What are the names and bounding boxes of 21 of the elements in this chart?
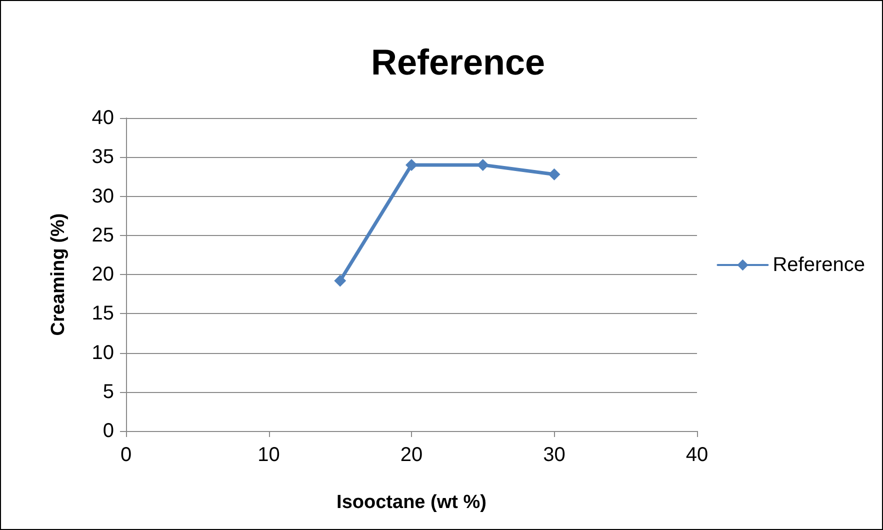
x-tick-label: 30	[543, 444, 566, 466]
chart-title: Reference	[370, 42, 546, 82]
y-tick-label: 30	[92, 185, 114, 208]
point	[334, 274, 346, 287]
y-axis-title: Creaming (%)	[48, 213, 69, 336]
x-tick-label: 10	[258, 444, 280, 466]
x-tick-label: 0	[120, 444, 132, 466]
y-tick-label: 5	[102, 380, 114, 403]
legend-label: Reference	[772, 254, 866, 276]
y-tick-label: 40	[92, 107, 114, 129]
x-axis-title: Isooctane (wt %)	[336, 492, 486, 513]
y-tick-label: 0	[102, 420, 114, 442]
point	[548, 168, 560, 180]
x-tick-label: 20	[400, 444, 423, 466]
y-tick-label: 15	[92, 302, 114, 325]
y-tick-label: 20	[92, 264, 114, 286]
y-tick-label: 35	[92, 146, 114, 168]
y-tick-label: 25	[92, 224, 114, 246]
y-tick-label: 10	[92, 342, 114, 364]
x-tick-label: 40	[686, 444, 708, 466]
point	[406, 158, 418, 171]
